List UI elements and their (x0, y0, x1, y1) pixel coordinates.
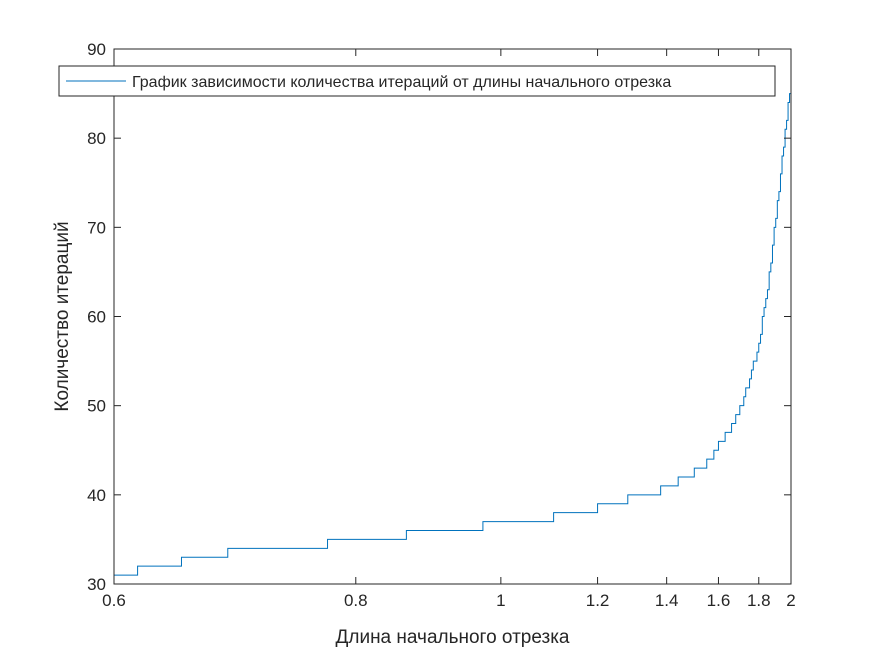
x-tick-label: 1.4 (655, 591, 679, 610)
x-tick-label: 0.8 (344, 591, 368, 610)
plot-area (114, 49, 791, 584)
tick-layer: 0.6 0.8 1 1.2 1.4 1.6 1.8 2 30 40 50 60 70 80 90 (87, 40, 796, 610)
y-tick-label: 60 (87, 308, 106, 327)
x-tick-label: 1.6 (707, 591, 731, 610)
plot-box (113, 48, 792, 585)
legend-box (58, 65, 776, 97)
y-tick-label: 40 (87, 486, 106, 505)
y-tick-label: 50 (87, 397, 106, 416)
legend: График зависимости количества итераций о… (58, 65, 776, 97)
y-tick-label: 80 (87, 129, 106, 148)
x-tick-label: 0.6 (102, 591, 126, 610)
y-axis-label: Количество итераций (52, 221, 73, 411)
x-tick-label: 2 (786, 591, 795, 610)
legend-entry-label: График зависимости количества итераций о… (132, 74, 671, 91)
series-layer (114, 93, 791, 576)
y-tick-label: 30 (87, 575, 106, 594)
x-tick-label: 1.8 (747, 591, 771, 610)
x-axis-label: Длина начального отрезка (336, 627, 570, 648)
y-tick-label: 70 (87, 218, 106, 237)
x-tick-label: 1 (496, 591, 505, 610)
series-line (114, 93, 791, 576)
x-tick-label: 1.2 (586, 591, 610, 610)
y-tick-label: 90 (87, 40, 106, 59)
